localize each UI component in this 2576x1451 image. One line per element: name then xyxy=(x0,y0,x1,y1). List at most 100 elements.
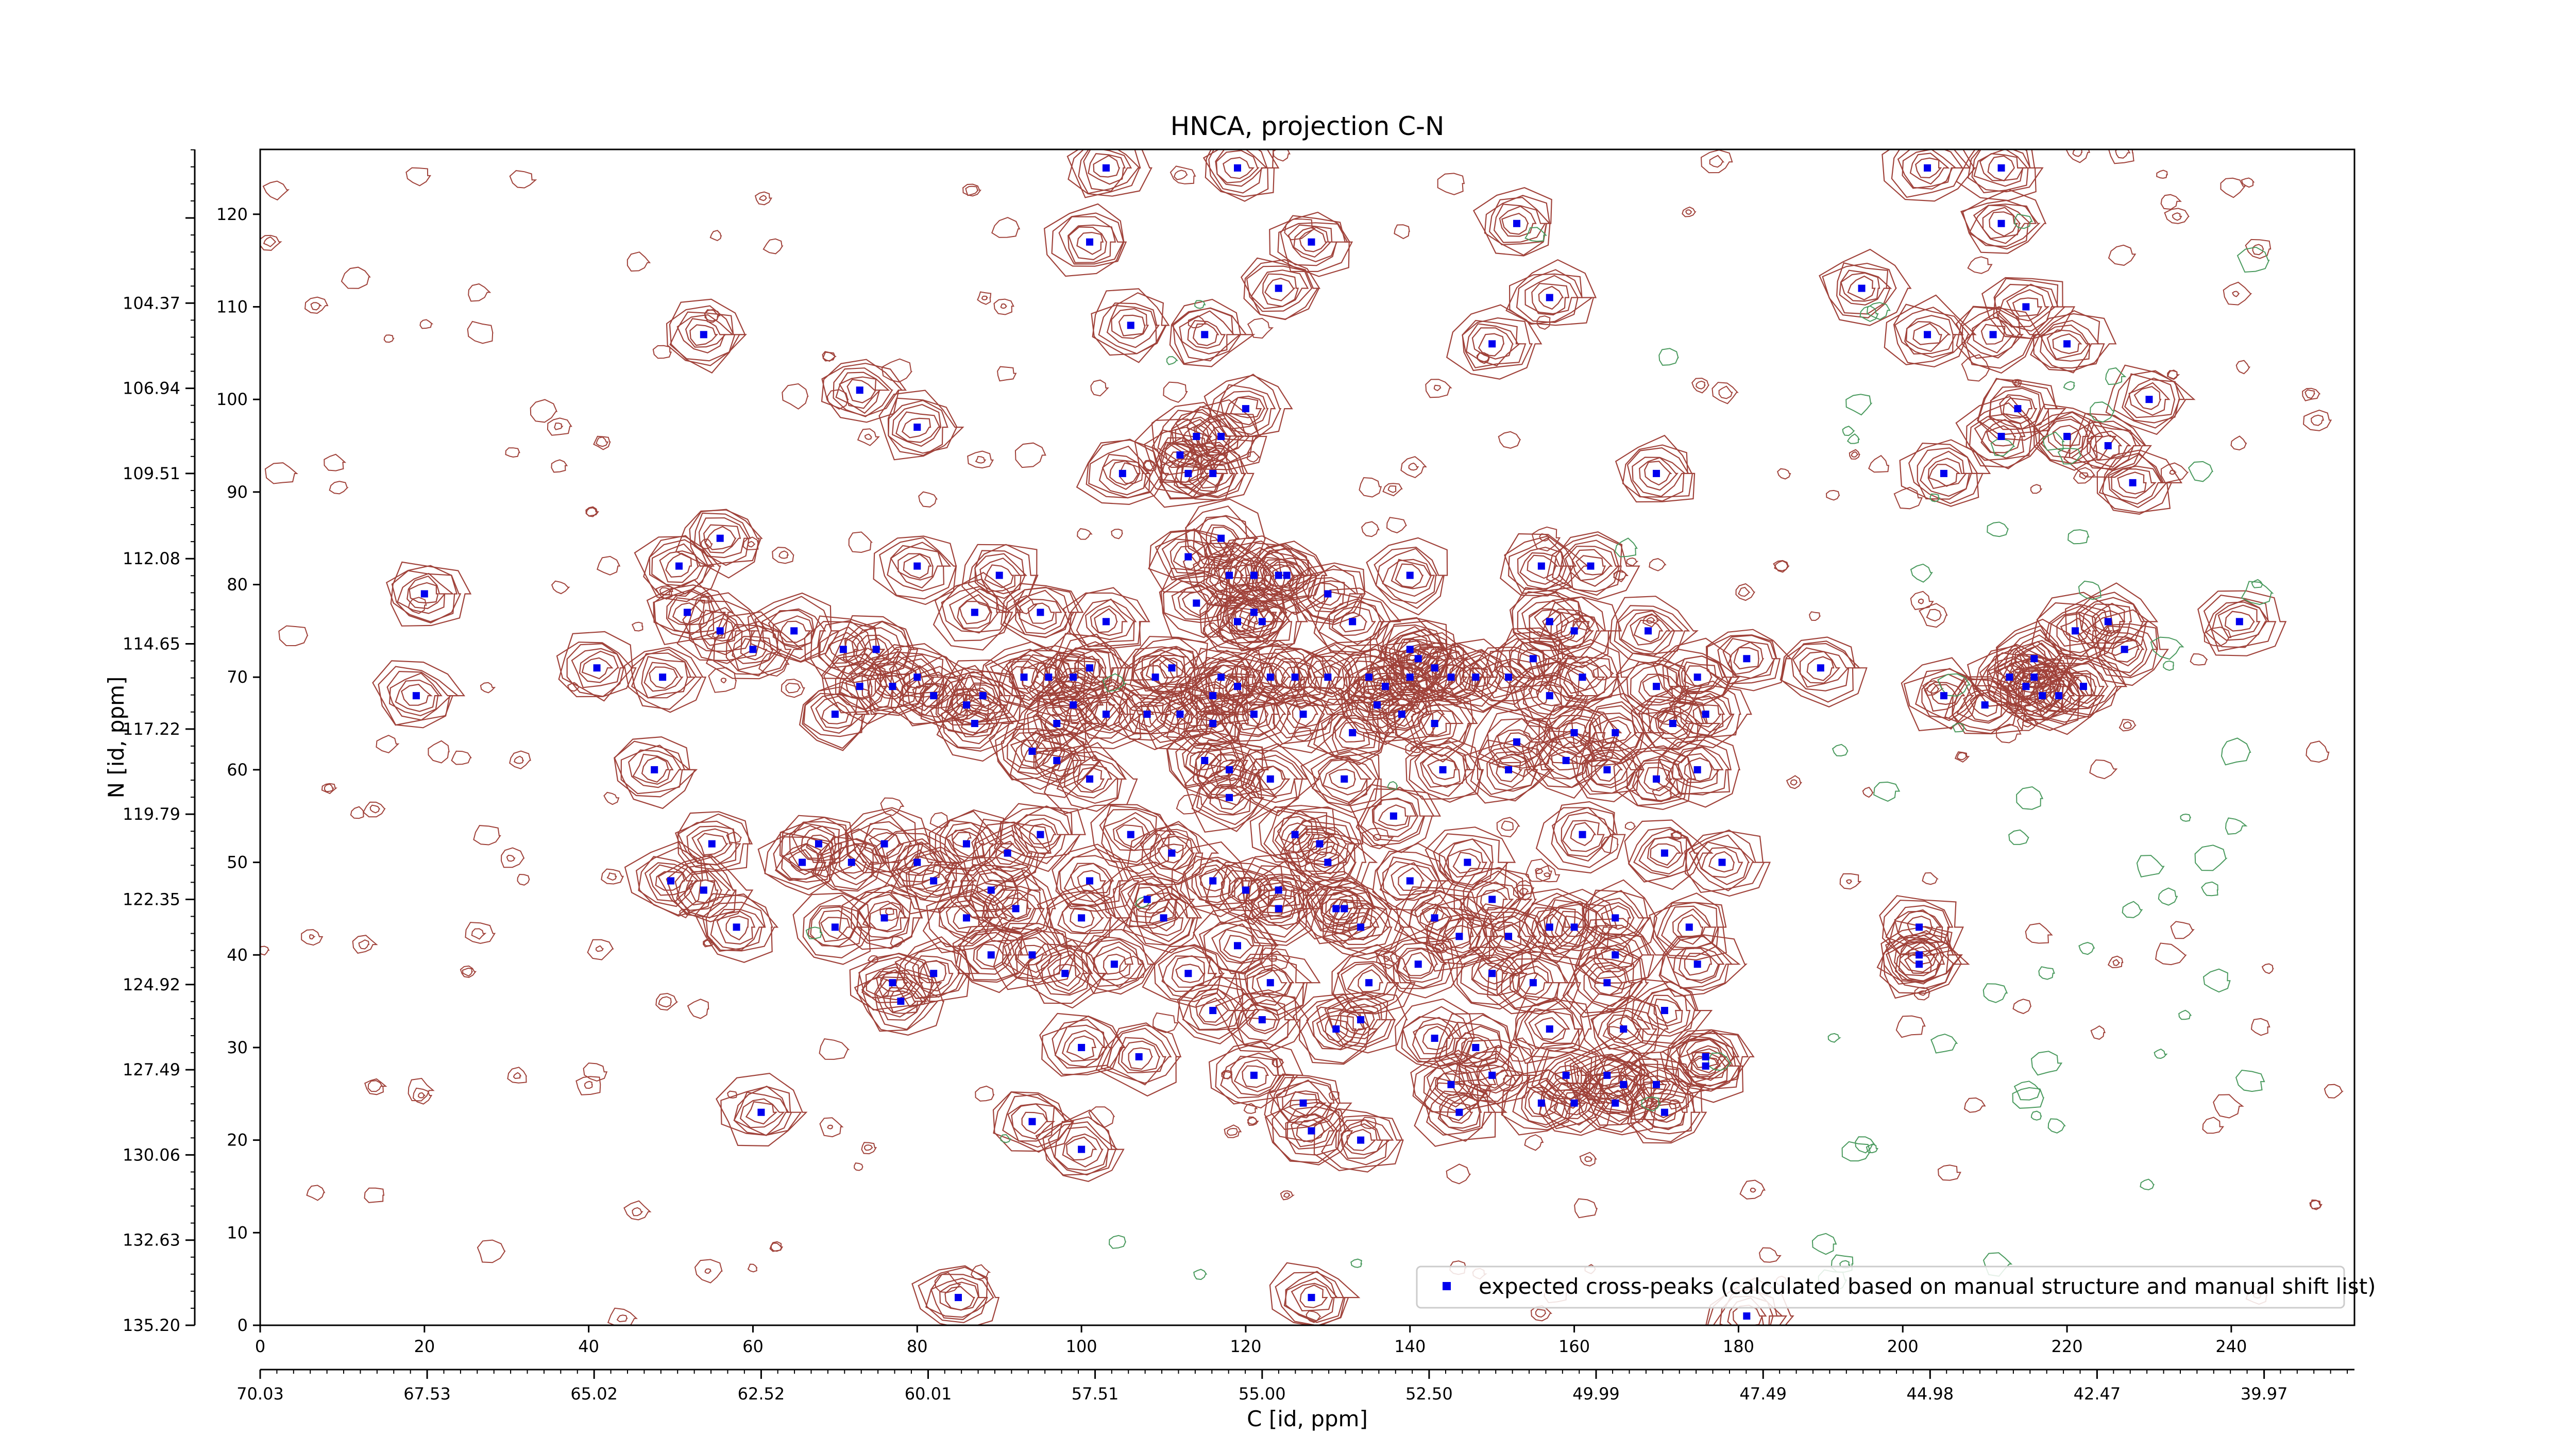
contour-line xyxy=(1673,947,1725,984)
contour-line xyxy=(1296,1119,1326,1142)
contour-line xyxy=(1995,618,2079,690)
peak-marker xyxy=(1308,238,1315,246)
peak-marker xyxy=(831,923,839,931)
contour-line xyxy=(1484,195,1551,256)
peak-marker xyxy=(1086,775,1094,783)
peak-marker xyxy=(1381,683,1389,690)
peak-marker xyxy=(1603,1071,1611,1079)
contour-line xyxy=(1109,1235,1127,1249)
contour-line xyxy=(1494,631,1578,688)
contour-line xyxy=(408,597,427,614)
contour-line xyxy=(1422,1025,1451,1051)
contour-line xyxy=(1055,633,1133,697)
peak-marker xyxy=(1143,711,1151,718)
contour-line xyxy=(2158,887,2178,906)
contour-line xyxy=(1247,317,1274,339)
contour-line xyxy=(1437,1094,1481,1129)
contour-line xyxy=(1290,1114,1335,1148)
peak-marker xyxy=(1028,1118,1036,1125)
contour-line xyxy=(1534,868,1544,874)
peak-marker xyxy=(1283,571,1291,579)
contour-line xyxy=(993,923,1076,990)
y-tick-label: 20 xyxy=(227,1131,248,1150)
contour-line xyxy=(1493,924,1522,949)
contour-line xyxy=(1534,1017,1567,1040)
peak-marker xyxy=(1570,729,1578,737)
peak-marker xyxy=(1455,933,1463,940)
ppm-y-tick-label: 106.94 xyxy=(123,379,180,398)
contour-line xyxy=(2172,212,2182,221)
contour-line xyxy=(1412,1049,1493,1113)
contour-line xyxy=(1583,889,1650,945)
contour-line xyxy=(1000,303,1008,309)
peak-marker xyxy=(1431,664,1438,672)
contour-line xyxy=(1066,1035,1096,1060)
contour-line xyxy=(818,620,875,675)
ppm-y-tick-label: 132.63 xyxy=(123,1230,180,1250)
contour-line xyxy=(732,635,774,664)
contour-line xyxy=(1601,1089,1629,1115)
peak-marker xyxy=(1546,1025,1553,1033)
contour-line xyxy=(1659,1031,1744,1103)
contour-line xyxy=(968,544,1039,611)
contour-line xyxy=(2030,484,2043,494)
contour-line xyxy=(820,917,851,940)
contour-line xyxy=(1113,646,1196,714)
contour-line xyxy=(689,324,718,346)
contour-line xyxy=(687,999,709,1019)
contour-line xyxy=(856,893,910,939)
contour-line xyxy=(1324,994,1396,1045)
contour-line xyxy=(1691,1045,1722,1069)
contour-line xyxy=(1845,879,1853,885)
contour-line xyxy=(1883,930,1970,999)
contour-line xyxy=(2098,453,2168,509)
contour-line xyxy=(880,797,905,816)
contour-line xyxy=(1264,1073,1352,1143)
contour-line xyxy=(1475,649,1541,705)
contour-line xyxy=(1594,759,1623,782)
contour-line xyxy=(938,895,994,939)
peak-marker xyxy=(1669,720,1676,728)
contour-line xyxy=(1373,797,1417,831)
peak-marker xyxy=(1924,331,1931,339)
contour-line xyxy=(1039,1013,1126,1075)
contour-line xyxy=(1112,817,1151,851)
contour-line xyxy=(810,906,863,947)
contour-line xyxy=(1584,1156,1593,1162)
y-tick-label: 50 xyxy=(227,853,248,872)
contour-line xyxy=(764,832,836,890)
contour-line xyxy=(1587,898,1645,938)
contour-line xyxy=(1952,722,1965,733)
contour-line xyxy=(1551,750,1578,771)
contour-line xyxy=(1191,764,1264,832)
contour-line xyxy=(1013,595,1038,615)
contour-line xyxy=(2093,610,2125,634)
peak-marker xyxy=(1743,1312,1751,1320)
contour-line xyxy=(1899,439,1991,507)
contour-line xyxy=(967,450,994,469)
contour-line xyxy=(2221,737,2251,766)
contour-line xyxy=(1494,666,1526,689)
contour-line xyxy=(2217,604,2261,638)
contour-line xyxy=(1499,206,1537,237)
contour-line xyxy=(1536,639,1630,708)
contour-line xyxy=(1493,204,1546,243)
contour-line xyxy=(1062,1133,1104,1168)
contour-line xyxy=(1346,1128,1377,1151)
contour-line xyxy=(1642,1075,1671,1095)
contour-line xyxy=(667,597,705,626)
contour-line xyxy=(1355,788,1435,847)
contour-line xyxy=(1240,257,1320,320)
contour-line xyxy=(383,334,395,343)
contour-line xyxy=(2115,149,2131,159)
contour-line xyxy=(595,945,604,952)
contour-line xyxy=(1361,521,1380,537)
contour-line xyxy=(2136,855,2165,878)
peak-marker xyxy=(1341,905,1348,913)
legend-box xyxy=(1416,1266,2345,1309)
contour-line xyxy=(2213,1094,2244,1119)
peak-marker xyxy=(1176,451,1184,459)
peak-marker xyxy=(2072,627,2079,635)
contour-line xyxy=(842,621,912,677)
contour-line xyxy=(1053,964,1081,987)
